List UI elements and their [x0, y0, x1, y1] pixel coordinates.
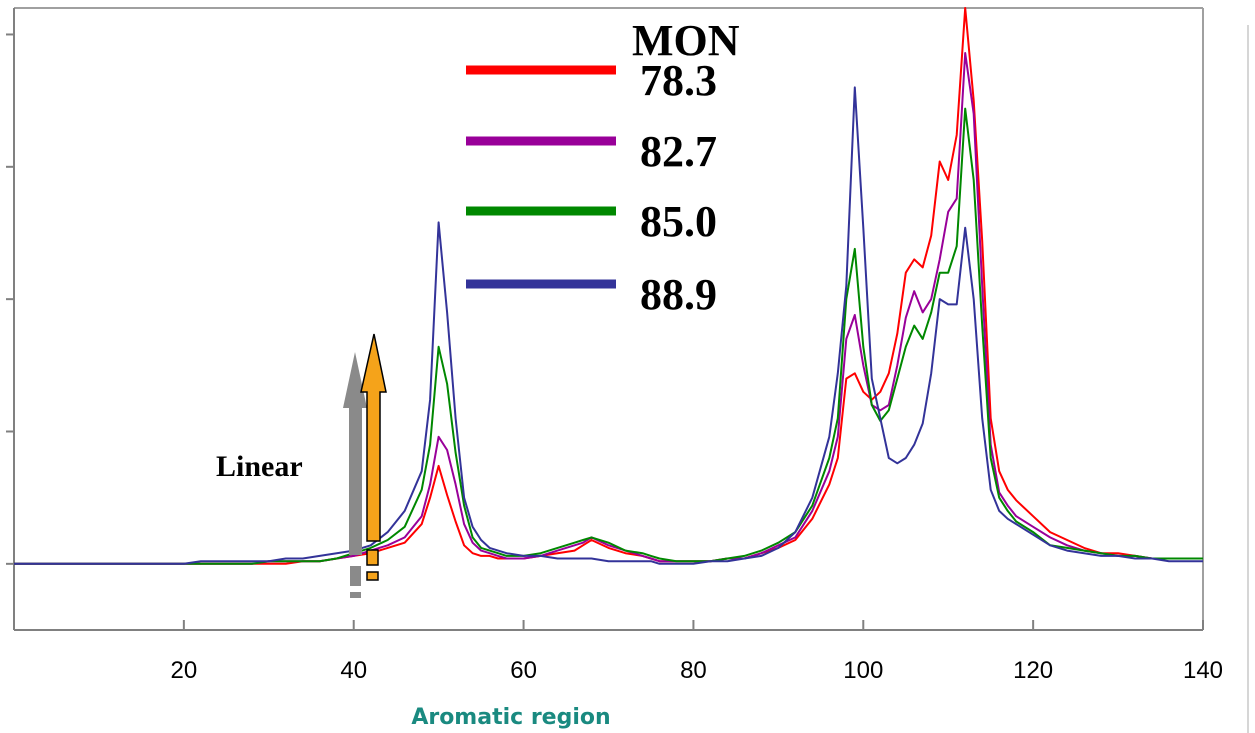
legend-title: MON	[632, 16, 740, 65]
x-tick-label-60: 60	[510, 657, 537, 684]
x-tick-label-120: 120	[1013, 657, 1053, 684]
legend: MON 78.3 82.7 85.0 88.9	[466, 16, 740, 319]
legend-label-85.0: 85.0	[640, 197, 717, 246]
annotation-layer: Linear	[216, 333, 387, 598]
legend-label-82.7: 82.7	[640, 127, 717, 176]
annotation-linear: Linear	[216, 450, 303, 483]
x-tick-label-40: 40	[340, 657, 367, 684]
axes: 20 40 60 80 100 120 140	[6, 33, 1223, 684]
series-line-85.0	[14, 107, 1203, 565]
x-tick-label-20: 20	[171, 657, 198, 684]
legend-label-88.9: 88.9	[640, 270, 717, 319]
orange-arrow	[360, 333, 387, 581]
series-line-88.9	[14, 86, 1203, 565]
x-axis-label: Aromatic region	[411, 705, 610, 730]
x-tick-label-140: 140	[1183, 657, 1223, 684]
x-tick-label-100: 100	[843, 657, 883, 684]
x-tick-label-80: 80	[680, 657, 707, 684]
series-line-82.7	[14, 52, 1203, 565]
plot-frame	[13, 7, 1249, 733]
legend-label-78.3: 78.3	[640, 56, 717, 105]
gray-arrow	[343, 352, 367, 598]
